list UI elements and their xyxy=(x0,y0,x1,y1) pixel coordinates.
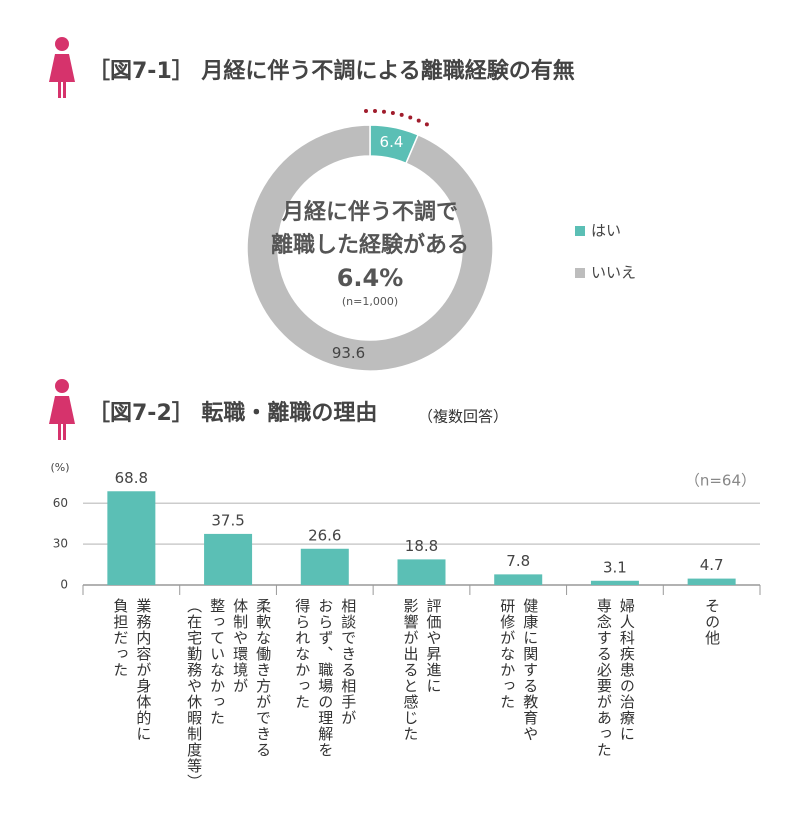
label-line: 柔軟な働き方ができる xyxy=(254,598,273,758)
value-label: 7.8 xyxy=(506,552,530,570)
note: （n=64） xyxy=(685,472,756,490)
x-tick-label: 相談できる相手が おらず、職場の理解を 得られなかった xyxy=(290,598,359,758)
center-text: 離職した経験がある xyxy=(271,232,469,258)
legend-label: いいえ xyxy=(591,264,636,282)
label-line: 相談できる相手が xyxy=(339,598,358,726)
x-tick-label: 柔軟な働き方ができる 体制や環境が 整っていなかった （在宅勤務や休暇制度等） xyxy=(182,598,274,790)
bar xyxy=(397,559,446,585)
y-tick-label: 0 xyxy=(60,578,68,592)
label-line: 負担だった xyxy=(111,598,130,678)
x-tick-label: 健康に関する教育や 研修がなかった xyxy=(495,598,541,742)
value-label: 4.7 xyxy=(700,556,724,574)
label-line: 影響が出ると感じた xyxy=(401,598,420,742)
x-tick-label: その他 xyxy=(700,598,723,646)
chart-title: ［図7-1］ 月経に伴う不調による離職経験の有無 xyxy=(88,58,575,84)
bar xyxy=(590,580,639,585)
label-line: 得られなかった xyxy=(293,598,312,710)
legend-label: はい xyxy=(591,222,621,240)
label-line: その他 xyxy=(703,598,722,646)
label-line: 研修がなかった xyxy=(498,598,517,710)
value-label: 37.5 xyxy=(211,511,244,529)
label-line: 専念する必要があった xyxy=(594,598,613,758)
icon xyxy=(49,379,75,440)
label-line: 整っていなかった xyxy=(208,598,227,726)
center-text: 6.4% xyxy=(337,264,404,292)
value-label: 68.8 xyxy=(115,469,148,487)
chart-title: ［図7-2］ 転職・離職の理由 xyxy=(88,400,377,426)
axis-label: (%) xyxy=(50,461,69,474)
label-line: 体制や環境が xyxy=(231,598,250,694)
bar xyxy=(204,533,253,585)
value-label: 3.1 xyxy=(603,558,627,576)
legend-swatch xyxy=(575,268,585,278)
center-text: 月経に伴う不調で xyxy=(281,199,458,225)
accent-dots xyxy=(364,108,432,128)
x-tick-label: 評価や昇進に 影響が出ると感じた xyxy=(399,598,445,742)
label-line: おらず、職場の理解を xyxy=(316,598,335,758)
bar xyxy=(300,548,349,585)
icon xyxy=(49,37,75,98)
y-tick-label: 60 xyxy=(53,496,68,510)
y-tick-label: 30 xyxy=(53,537,68,551)
bar xyxy=(107,491,156,585)
value-label: 26.6 xyxy=(308,526,341,544)
subtitle: （複数回答） xyxy=(418,408,508,426)
label-line: 健康に関する教育や xyxy=(521,598,540,742)
label-line: （在宅勤務や休暇制度等） xyxy=(185,598,204,790)
x-tick-label: 業務内容が身体的に 負担だった xyxy=(108,598,154,742)
bar xyxy=(494,574,543,585)
value-label: 6.4 xyxy=(380,133,404,151)
value-label: 93.6 xyxy=(332,344,365,362)
value-label: 18.8 xyxy=(405,537,438,555)
x-tick-label: 婦人科疾患の治療に 専念する必要があった xyxy=(592,598,638,758)
bar xyxy=(687,578,736,585)
label-line: 業務内容が身体的に xyxy=(134,598,153,742)
donut-slice xyxy=(246,124,494,372)
legend-swatch xyxy=(575,226,585,236)
label-line: 評価や昇進に xyxy=(424,598,443,694)
center-text: (n=1,000) xyxy=(342,295,398,308)
label-line: 婦人科疾患の治療に xyxy=(617,598,636,742)
